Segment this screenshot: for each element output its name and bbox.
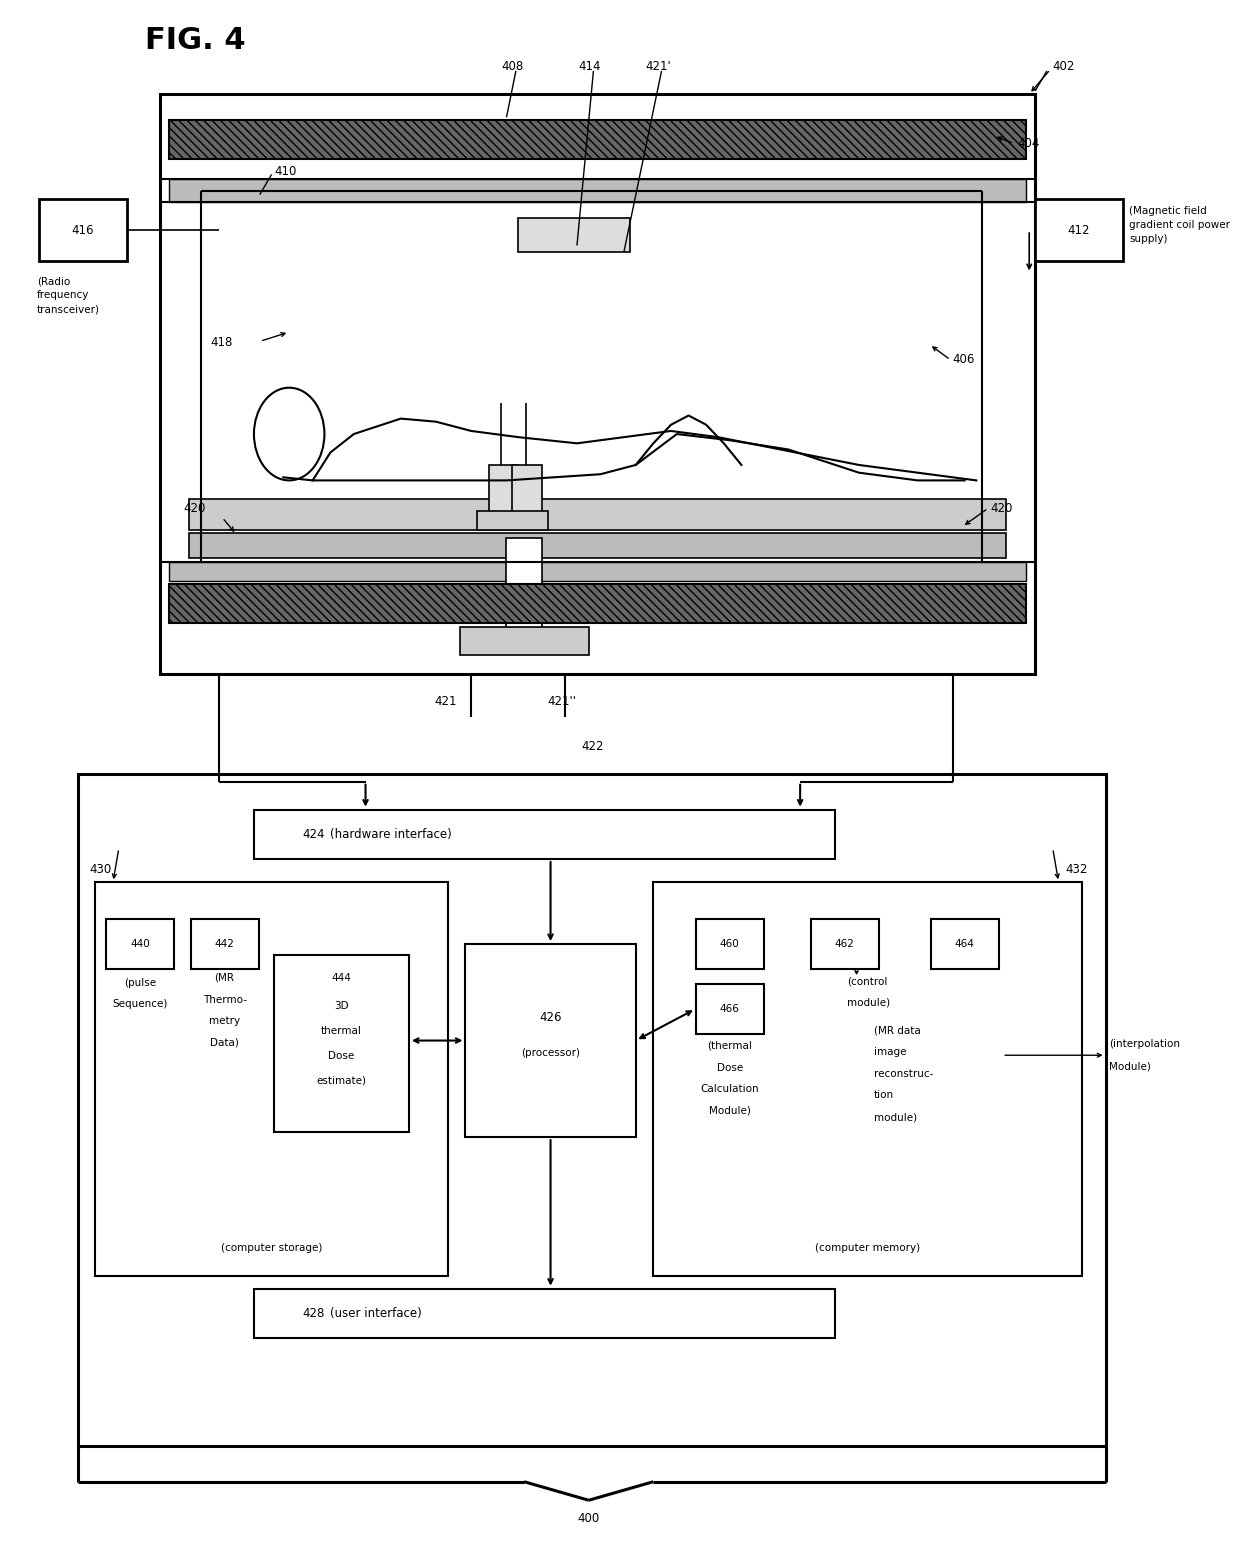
Text: 418: 418: [211, 336, 233, 350]
Text: Data): Data): [210, 1037, 239, 1048]
Bar: [170, 121, 1025, 159]
Text: 464: 464: [955, 940, 975, 949]
Bar: [465, 944, 636, 1138]
Bar: [170, 584, 1025, 622]
Text: (hardware interface): (hardware interface): [330, 828, 453, 841]
Text: (computer storage): (computer storage): [221, 1243, 322, 1254]
Text: 421'': 421'': [548, 695, 577, 707]
Text: 462: 462: [835, 940, 854, 949]
Text: Dose: Dose: [329, 1051, 355, 1060]
Bar: [38, 200, 126, 262]
Text: 442: 442: [215, 940, 234, 949]
Text: 416: 416: [71, 223, 94, 237]
Text: (thermal: (thermal: [707, 1040, 753, 1051]
Text: (Magnetic field
gradient coil power
supply): (Magnetic field gradient coil power supp…: [1130, 206, 1230, 245]
Text: Sequence): Sequence): [113, 1000, 167, 1009]
Bar: [460, 627, 589, 655]
Text: (pulse: (pulse: [124, 978, 156, 988]
Text: (MR: (MR: [215, 974, 234, 983]
Bar: [160, 94, 1035, 673]
Bar: [170, 180, 1025, 203]
Text: (user interface): (user interface): [330, 1307, 422, 1320]
Text: 406: 406: [952, 353, 975, 367]
Text: (MR data: (MR data: [874, 1025, 921, 1036]
Bar: [518, 218, 630, 252]
Text: (computer memory): (computer memory): [815, 1243, 920, 1254]
Text: 404: 404: [1018, 138, 1040, 150]
Bar: [489, 464, 518, 519]
Bar: [696, 920, 764, 969]
Text: Dose: Dose: [717, 1062, 743, 1073]
Text: module): module): [847, 998, 890, 1008]
Text: 410: 410: [274, 166, 296, 178]
Bar: [105, 920, 174, 969]
Text: thermal: thermal: [321, 1026, 362, 1036]
Text: 444: 444: [331, 974, 351, 983]
Text: 400: 400: [578, 1512, 600, 1525]
Text: 428: 428: [303, 1307, 325, 1320]
Bar: [274, 955, 409, 1133]
Text: 466: 466: [719, 1003, 739, 1014]
Bar: [653, 882, 1083, 1276]
Text: 421': 421': [645, 60, 671, 73]
Bar: [95, 882, 448, 1276]
Bar: [696, 985, 764, 1034]
Bar: [190, 533, 1006, 557]
Bar: [1035, 200, 1123, 262]
Text: module): module): [874, 1111, 918, 1122]
Bar: [930, 920, 998, 969]
Text: 3D: 3D: [334, 1002, 348, 1011]
Bar: [811, 920, 879, 969]
Bar: [254, 810, 836, 859]
Bar: [512, 464, 542, 519]
Text: 430: 430: [89, 864, 112, 876]
Bar: [477, 511, 548, 529]
Bar: [190, 498, 1006, 529]
Text: 420: 420: [184, 502, 206, 515]
Text: 424: 424: [301, 828, 325, 841]
Text: reconstruc-: reconstruc-: [874, 1068, 934, 1079]
Text: (interpolation: (interpolation: [1109, 1039, 1180, 1050]
Text: FIG. 4: FIG. 4: [145, 25, 246, 54]
Text: 432: 432: [1065, 864, 1087, 876]
Text: 412: 412: [1068, 223, 1090, 237]
Text: 420: 420: [991, 502, 1013, 515]
Text: 408: 408: [501, 60, 523, 73]
Text: 414: 414: [579, 60, 601, 73]
Text: tion: tion: [874, 1090, 894, 1101]
Text: 402: 402: [1053, 60, 1075, 73]
Text: image: image: [874, 1046, 906, 1057]
Text: 422: 422: [582, 740, 604, 752]
Bar: [191, 920, 259, 969]
Text: (processor): (processor): [521, 1048, 580, 1057]
Text: 440: 440: [130, 940, 150, 949]
Text: Module): Module): [709, 1105, 750, 1116]
Bar: [78, 774, 1106, 1446]
Text: (control: (control: [847, 977, 888, 986]
Text: 460: 460: [719, 940, 739, 949]
Text: Calculation: Calculation: [701, 1084, 759, 1094]
Bar: [506, 537, 542, 642]
Bar: [254, 1288, 836, 1337]
Text: 421: 421: [434, 695, 456, 707]
Text: metry: metry: [210, 1015, 241, 1026]
Text: estimate): estimate): [316, 1076, 367, 1085]
Text: (Radio
frequency
transceiver): (Radio frequency transceiver): [37, 277, 99, 314]
Bar: [170, 562, 1025, 580]
Text: 426: 426: [539, 1011, 562, 1023]
Text: Module): Module): [1109, 1060, 1151, 1071]
Text: Thermo-: Thermo-: [202, 995, 247, 1005]
